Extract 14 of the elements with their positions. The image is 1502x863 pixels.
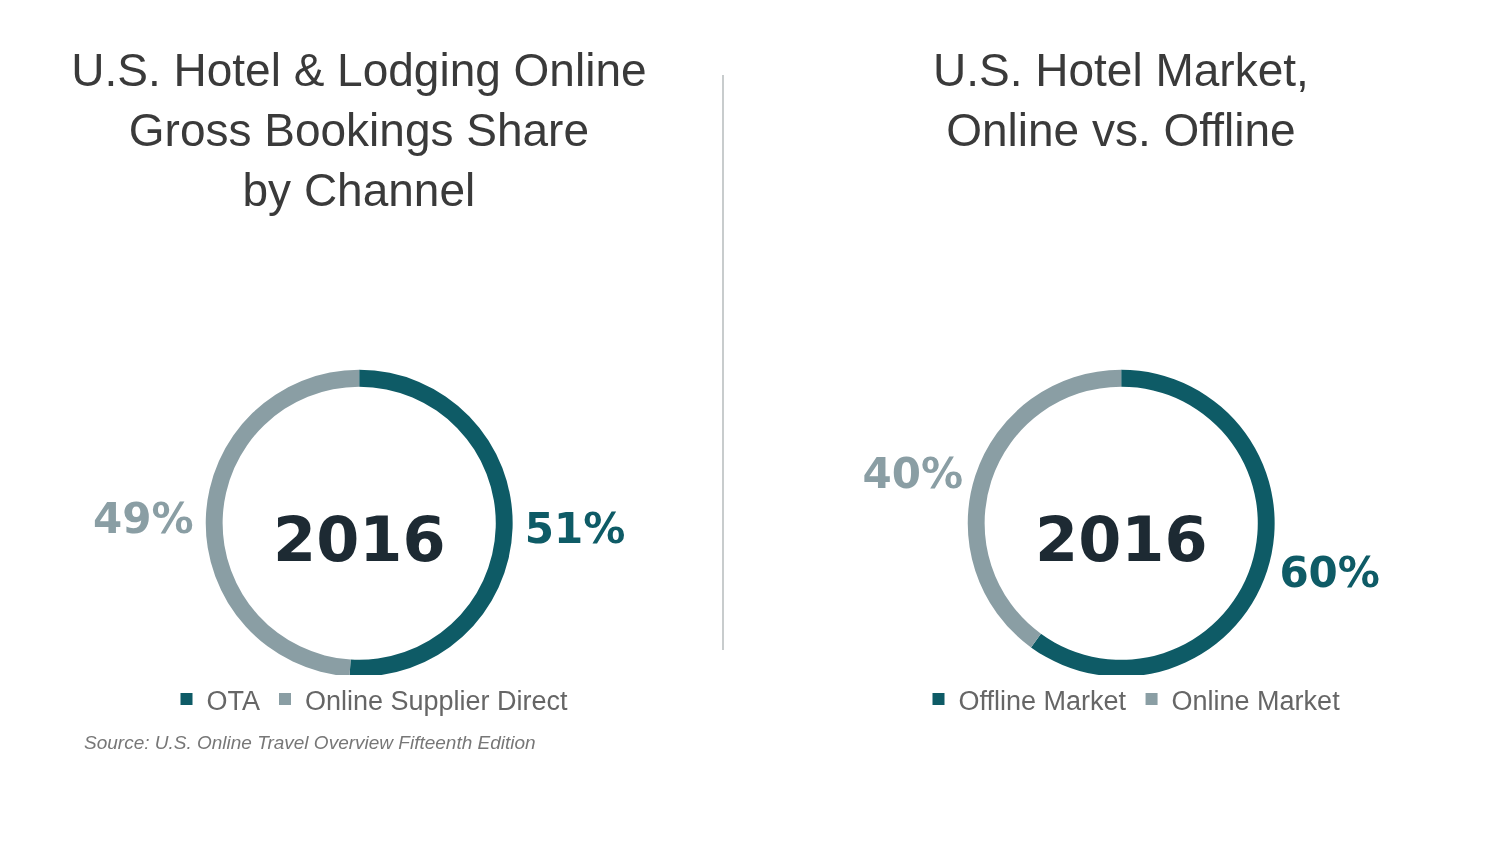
text: 2016 [1035, 503, 1208, 576]
source-note: Source: U.S. Online Travel Overview Fifteenth Edition [84, 732, 536, 753]
chart-title: U.S. Hotel & Lodging Online Gross Bookings Share by Channel [71, 44, 647, 216]
legend-label: OTA [206, 685, 260, 716]
legend-label: Online Market [1171, 685, 1341, 716]
legend-label: Online Supplier Direct [305, 685, 569, 716]
text: 2016 [273, 503, 446, 576]
data-label: 49% [93, 493, 194, 543]
data-label: 60% [1279, 548, 1380, 598]
data-label: 51% [524, 503, 626, 553]
data-label: 40% [862, 448, 964, 498]
donut-slice [1031, 369, 1275, 677]
legend-label: Offline Market [958, 685, 1127, 716]
chart-title: U.S. Hotel Market, Online vs. Offline [933, 44, 1309, 157]
